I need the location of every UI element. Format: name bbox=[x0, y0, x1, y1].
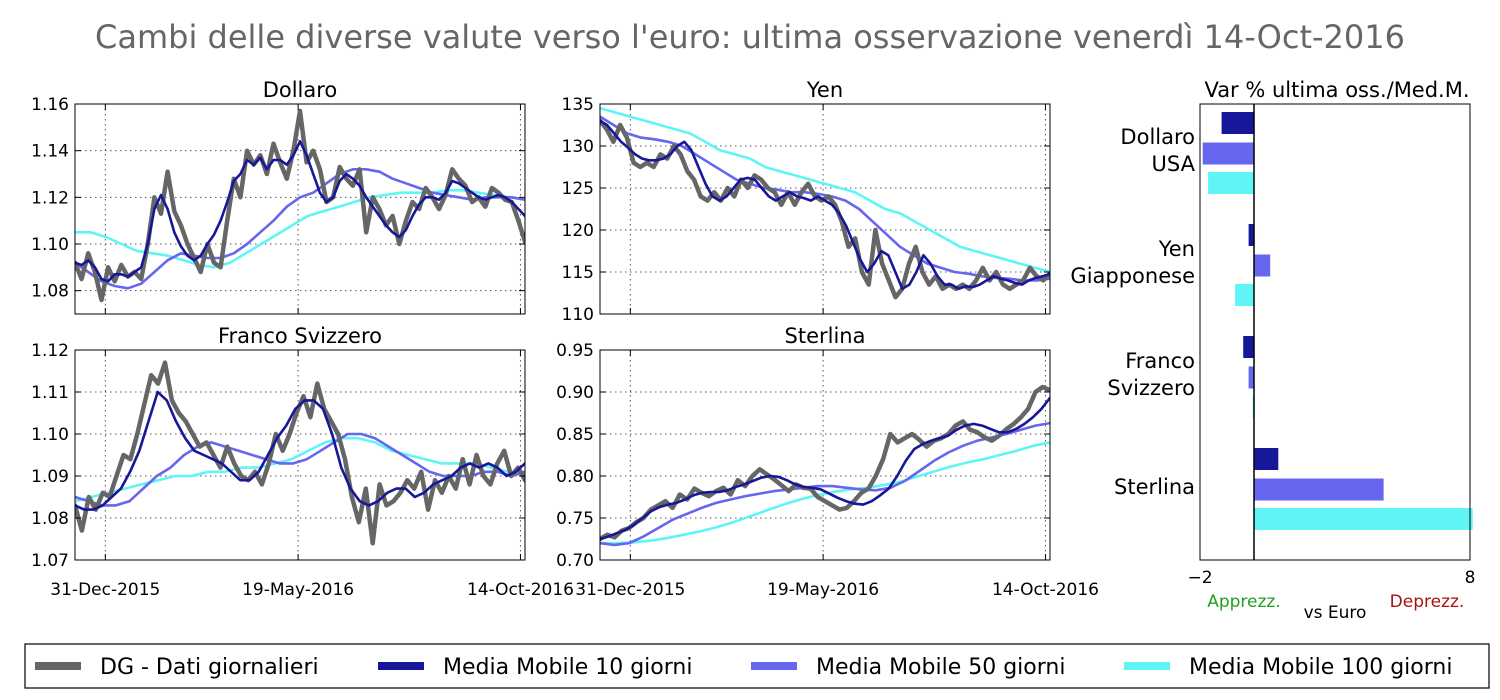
y-tick-label: 0.90 bbox=[556, 383, 594, 403]
bar-media-mobile-50-giorni bbox=[1202, 142, 1254, 165]
y-tick-label: 120 bbox=[562, 221, 594, 241]
series-lines bbox=[600, 106, 1050, 300]
figure-title: Cambi delle diverse valute verso l'euro:… bbox=[95, 18, 1405, 56]
bar-media-mobile-50-giorni bbox=[1254, 254, 1271, 277]
x-tick-label: 19-May-2016 bbox=[767, 580, 879, 600]
y-tick-label: 1.09 bbox=[31, 467, 69, 487]
y-tick-label: 0.85 bbox=[556, 425, 594, 445]
panels: 1.081.101.121.141.16Dollaro1101151201251… bbox=[31, 78, 1099, 600]
panel-title: Var % ultima oss./Med.M. bbox=[1204, 78, 1469, 102]
bar-media-mobile-10-giorni bbox=[1254, 448, 1279, 470]
y-tick-label: 1.16 bbox=[31, 95, 69, 115]
series-line-media-mobile-10-giorni bbox=[600, 396, 1050, 541]
series-line-media-mobile-50-giorni bbox=[600, 115, 1050, 282]
x-tick-label: 14-Oct-2016 bbox=[992, 580, 1099, 600]
x-tick-label: 14-Oct-2016 bbox=[467, 580, 574, 600]
y-tick-label: 1.14 bbox=[31, 142, 69, 162]
series-line-media-mobile-100-giorni bbox=[600, 106, 1050, 274]
y-tick-label: 0.75 bbox=[556, 509, 594, 529]
bar-panel: Dollaro USA Yen Giapponese Franco Svizzero Ste… bbox=[1070, 78, 1475, 623]
y-tick-label: 110 bbox=[562, 305, 594, 325]
legend-label: Media Mobile 100 giorni bbox=[1189, 655, 1452, 680]
y-tick-label: 115 bbox=[562, 263, 594, 283]
category-label: Sterlina bbox=[1114, 475, 1195, 499]
series-line-media-mobile-10-giorni bbox=[75, 140, 525, 283]
deprezz-note: Deprezz. bbox=[1390, 592, 1465, 612]
series-lines bbox=[75, 108, 525, 303]
y-tick-label: 1.11 bbox=[31, 383, 69, 403]
panel-title: Franco Svizzero bbox=[218, 324, 382, 348]
y-tick-label: 130 bbox=[562, 137, 594, 157]
y-tick-label: 1.10 bbox=[31, 235, 69, 255]
y-tick-label: 0.80 bbox=[556, 467, 594, 487]
category-label: USA bbox=[1152, 152, 1196, 176]
panel-dollaro: 1.08 1.10 1.12 1.14 1.16 Dollaro bbox=[31, 78, 526, 315]
bar-media-mobile-100-giorni bbox=[1235, 284, 1254, 306]
category-label: Dollaro bbox=[1120, 125, 1195, 149]
panel-title: Yen bbox=[806, 78, 843, 102]
y-tick-label: 1.08 bbox=[31, 509, 69, 529]
series-line-media-mobile-50-giorni bbox=[600, 421, 1050, 547]
bar-media-mobile-50-giorni bbox=[1248, 366, 1254, 389]
bar-media-mobile-100-giorni bbox=[1254, 508, 1473, 530]
panel-yen: 110 115 120 125 130 135 Yen bbox=[562, 78, 1051, 325]
y-tick-label: 135 bbox=[562, 95, 594, 115]
panel-sterlina: 0.70 0.75 0.80 0.85 0.90 0.95 31-Dec-2015 19-Ma… bbox=[556, 324, 1099, 600]
panel-title: Sterlina bbox=[785, 324, 866, 348]
legend-label: Media Mobile 50 giorni bbox=[816, 655, 1065, 680]
axes-frame bbox=[599, 349, 1051, 561]
x-tick-label: 31-Dec-2015 bbox=[50, 580, 160, 600]
bar-media-mobile-10-giorni bbox=[1248, 224, 1254, 246]
y-tick-label: 125 bbox=[562, 179, 594, 199]
y-tick-label: 1.07 bbox=[31, 551, 69, 571]
panel-franco-svizzero: 1.07 1.08 1.09 1.10 1.11 1.12 31-Dec-2015 19-Ma… bbox=[31, 324, 574, 600]
axes-frame bbox=[74, 349, 526, 561]
y-tick-label: 1.12 bbox=[31, 188, 69, 208]
plot-area bbox=[600, 350, 1050, 560]
plot-area bbox=[75, 104, 525, 314]
category-label: Svizzero bbox=[1107, 376, 1195, 400]
series-line-media-mobile-10-giorni bbox=[600, 119, 1050, 291]
legend-label: Media Mobile 10 giorni bbox=[443, 655, 692, 680]
x-tick-label: 31-Dec-2015 bbox=[575, 580, 685, 600]
x-axis-label: vs Euro bbox=[1304, 603, 1367, 623]
x-tick-label: 8 bbox=[1465, 568, 1476, 588]
y-tick-label: 0.70 bbox=[556, 551, 594, 571]
y-tick-label: 1.10 bbox=[31, 425, 69, 445]
panel-title: Dollaro bbox=[263, 78, 338, 102]
bar-media-mobile-10-giorni bbox=[1221, 112, 1254, 134]
series-line-media-mobile-100-giorni bbox=[600, 441, 1050, 545]
x-tick-label: −2 bbox=[1187, 568, 1212, 588]
apprezz-note: Apprezz. bbox=[1207, 592, 1281, 612]
series-line-media-mobile-10-giorni bbox=[75, 390, 525, 511]
y-tick-label: 0.95 bbox=[556, 341, 594, 361]
legend-label: DG - Dati giornalieri bbox=[100, 655, 319, 680]
x-tick-label: 19-May-2016 bbox=[242, 580, 354, 600]
axes-frame bbox=[74, 103, 526, 315]
category-label: Yen bbox=[1158, 237, 1195, 261]
bar-media-mobile-50-giorni bbox=[1254, 478, 1384, 501]
series-line-media-mobile-50-giorni bbox=[75, 168, 525, 290]
bar-media-mobile-100-giorni bbox=[1208, 172, 1254, 194]
y-tick-label: 1.12 bbox=[31, 341, 69, 361]
category-label: Giapponese bbox=[1070, 264, 1195, 288]
category-label: Franco bbox=[1125, 349, 1195, 373]
legend: DG - Dati giornalieri Media Mobile 10 gio… bbox=[24, 643, 1490, 689]
series-lines bbox=[600, 384, 1050, 547]
axes-frame bbox=[1199, 103, 1471, 561]
series-line-media-mobile-100-giorni bbox=[75, 189, 525, 269]
series-lines bbox=[75, 360, 525, 546]
bar-media-mobile-10-giorni bbox=[1243, 336, 1254, 358]
axes-frame bbox=[599, 103, 1051, 315]
y-tick-label: 1.08 bbox=[31, 282, 69, 302]
